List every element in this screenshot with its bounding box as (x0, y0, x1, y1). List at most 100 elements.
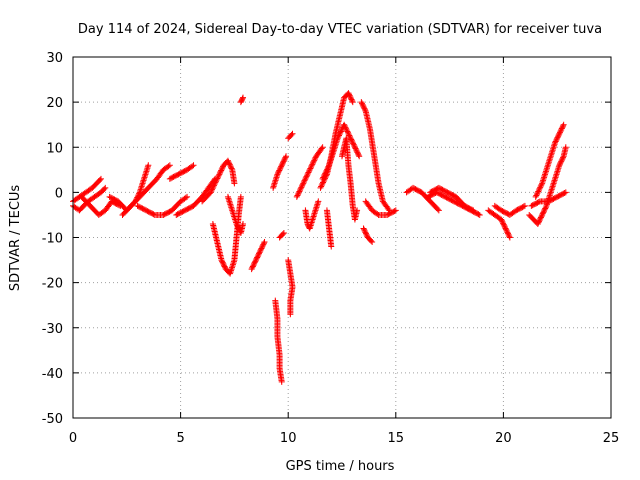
data-point (562, 144, 569, 151)
data-point (498, 216, 505, 223)
data-point-fill (251, 259, 258, 266)
data-point-fill (295, 189, 302, 196)
data-point-fill (559, 155, 566, 162)
data-point-fill (539, 210, 546, 217)
data-point-fill (218, 167, 225, 174)
data-points-layer (70, 90, 569, 385)
data-point-fill (556, 129, 563, 136)
data-point-fill (259, 242, 266, 249)
data-point-fill (279, 159, 286, 166)
data-point-fill (348, 96, 355, 103)
chart-title: Day 114 of 2024, Sidereal Day-to-day VTE… (78, 22, 602, 37)
data-point-fill (385, 206, 392, 213)
x-axis-label: GPS time / hours (286, 459, 395, 474)
data-point-fill (279, 161, 286, 168)
data-point-fill (504, 229, 511, 236)
data-point-fill (536, 217, 543, 224)
data-point-fill (250, 262, 257, 269)
plot-frame (72, 56, 612, 419)
y-tick-label: -10 (42, 232, 63, 247)
data-point-fill (354, 149, 361, 156)
data-point-fill (310, 158, 317, 165)
data-point-fill (535, 188, 542, 195)
data-point-fill (557, 159, 564, 166)
data-point-fill (503, 226, 510, 233)
data-point (360, 225, 367, 232)
data-point (218, 257, 225, 264)
data-point-fill (361, 105, 368, 112)
data-point-fill (297, 187, 304, 194)
data-point-fill (535, 219, 542, 226)
data-point-fill (249, 263, 256, 270)
data-point (283, 153, 290, 160)
data-point-fill (218, 166, 225, 173)
x-tick-label: 20 (495, 431, 512, 446)
data-point-fill (210, 183, 217, 190)
data-point-fill (299, 181, 306, 188)
data-point-fill (251, 260, 258, 267)
data-point-fill (349, 97, 356, 104)
data-point (556, 162, 563, 169)
data-point (240, 220, 247, 227)
data-point-fill (362, 229, 369, 236)
data-point-fill (227, 162, 234, 169)
data-point-fill (475, 211, 482, 218)
data-point-fill (150, 211, 157, 218)
data-point (289, 130, 296, 137)
data-point-fill (235, 224, 242, 231)
data-point-fill (281, 155, 288, 162)
x-tick-label: 5 (176, 431, 184, 446)
data-point (392, 207, 399, 214)
data-point-fill (303, 173, 310, 180)
data-point-fill (555, 133, 562, 140)
data-point-fill (254, 253, 261, 260)
data-point-fill (542, 205, 549, 212)
data-point-fill (498, 217, 505, 224)
data-point-fill (346, 133, 353, 140)
data-point-fill (534, 189, 541, 196)
data-point-fill (535, 199, 542, 206)
y-axis-label: SDTVAR / TECUs (8, 185, 23, 292)
data-point-fill (308, 164, 315, 171)
data-point-fill (343, 125, 350, 132)
data-point-fill (96, 176, 103, 183)
data-point-fill (221, 263, 228, 270)
data-point-fill (255, 251, 262, 258)
data-point (287, 311, 294, 318)
data-point-fill (552, 138, 559, 145)
x-tick-label: 15 (388, 431, 405, 446)
data-point-fill (301, 177, 308, 184)
data-point (341, 121, 348, 128)
y-tick-label: -20 (42, 277, 63, 292)
data-point-fill (342, 124, 349, 131)
data-point-fill (355, 151, 362, 158)
data-point-fill (260, 240, 267, 247)
data-point (506, 234, 513, 241)
data-point-fill (219, 258, 226, 265)
data-point-fill (259, 244, 266, 251)
data-point (97, 175, 104, 182)
data-point (237, 193, 244, 200)
data-point-fill (535, 187, 542, 194)
x-tick-label: 0 (69, 431, 77, 446)
data-point-fill (213, 178, 220, 185)
data-point-fill (304, 172, 311, 179)
data-point-fill (288, 131, 295, 138)
data-point-fill (295, 191, 302, 198)
data-point (556, 130, 563, 137)
data-point-fill (350, 140, 357, 147)
data-point-fill (318, 182, 325, 189)
data-point-fill (500, 221, 507, 228)
data-point (257, 248, 264, 255)
data-point-fill (363, 231, 370, 238)
data-point-fill (359, 101, 366, 108)
y-tick-label: -30 (42, 322, 63, 337)
data-point-fill (209, 185, 216, 192)
data-point-fill (311, 157, 318, 164)
data-point-fill (541, 206, 548, 213)
data-point-fill (220, 262, 227, 269)
x-tick-label: 10 (280, 431, 297, 446)
data-point-fill (260, 241, 267, 248)
data-point-fill (321, 171, 328, 178)
data-point-fill (506, 233, 513, 240)
